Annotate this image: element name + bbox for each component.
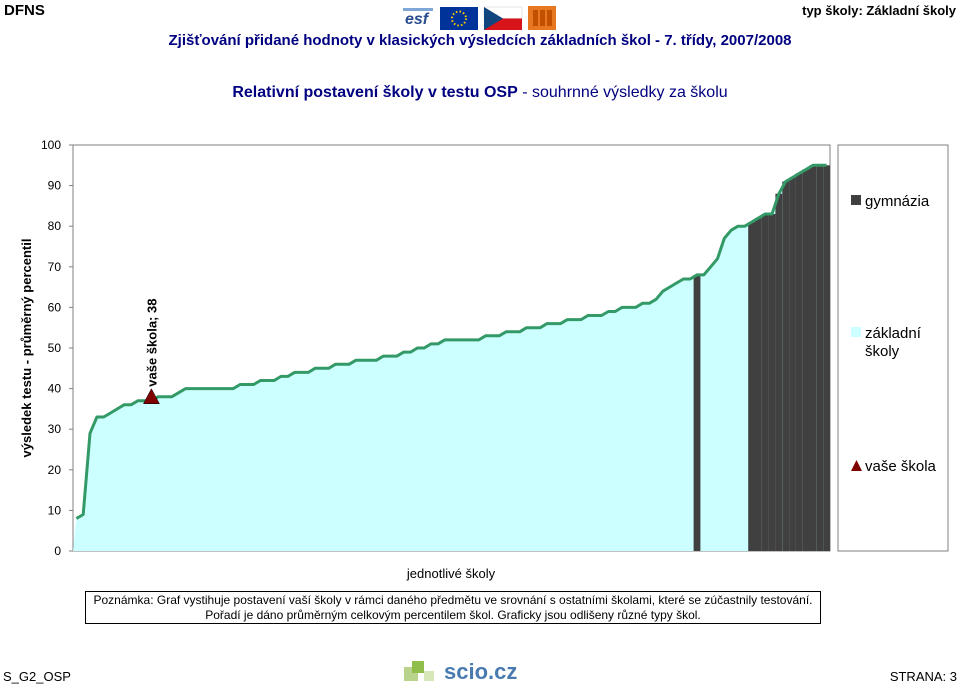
gymnazia-bar (775, 193, 783, 551)
chart-title-bold: Relativní postavení školy v testu OSP (232, 84, 518, 101)
gymnazia-bar (789, 177, 796, 551)
y-tick-label: 40 (48, 382, 62, 396)
y-tick-label: 20 (48, 463, 62, 477)
your-school-label: vaše škola; 38 (144, 299, 159, 387)
page-number: STRANA: 3 (889, 669, 957, 684)
school-type-label: typ školy: Základní školy (802, 3, 956, 18)
y-tick-label: 30 (48, 422, 62, 436)
legend-zakladni-swatch (851, 327, 861, 337)
sponsor-logos: esf (403, 6, 556, 30)
area-fill-zakladni-skoly (73, 165, 830, 552)
gymnazia-bar (816, 165, 824, 552)
page-header-title: Zjišťování přidané hodnoty v klasických … (168, 32, 792, 49)
legend-your-school-label: vaše škola (865, 458, 937, 475)
esf-logo: esf (403, 6, 433, 30)
y-tick-label: 60 (48, 300, 62, 314)
y-tick-label: 50 (48, 341, 62, 355)
gymnazia-bar (809, 165, 817, 552)
gymnazia-bar (761, 214, 769, 551)
y-tick-label: 0 (54, 544, 61, 558)
legend-zakladni-label: základní školy (865, 325, 922, 360)
y-tick-label: 70 (48, 260, 62, 274)
series-line (75, 163, 827, 520)
legend-your-school-marker (851, 460, 862, 471)
y-tick-label: 10 (48, 503, 62, 517)
legend-gymnazia-label: gymnázia (865, 193, 930, 210)
gymnazia-bar (693, 274, 701, 551)
gymnazia-bar (768, 214, 776, 551)
legend-box (837, 144, 949, 552)
y-tick-label: 90 (48, 179, 62, 193)
percentile-chart: 0 10 20 30 40 50 60 70 80 90 100 výsledek testu - p… (19, 138, 949, 581)
gymnazia-bar (823, 165, 831, 552)
y-axis-label: výsledek testu - průměrný percentil (19, 239, 34, 458)
your-school-marker (143, 388, 160, 404)
eu-flag (440, 7, 478, 30)
y-tick-label: 100 (41, 138, 61, 152)
gymnazia-bar (795, 173, 803, 551)
gymnazia-bar (748, 222, 756, 551)
scio-logo-text: scio.cz (444, 659, 517, 683)
svg-text:esf: esf (405, 11, 430, 28)
legend-gymnazia-swatch (851, 195, 861, 205)
chart-title: Relativní postavení školy v testu OSP - … (0, 84, 960, 102)
scio-logo: scio.cz (404, 659, 517, 683)
gymnazia-bar (782, 181, 790, 551)
x-axis-label: jednotlivé školy (406, 566, 496, 581)
y-tick-label: 80 (48, 219, 62, 233)
chart-title-rest: - souhrnné výsledky za školu (517, 84, 728, 101)
chart-note: Poznámka: Graf vystihuje postavení vaší … (85, 591, 821, 624)
prague-emblem (528, 6, 556, 30)
footer-code: S_G2_OSP (3, 669, 71, 684)
brand-label: DFNS (4, 2, 45, 19)
gymnazia-bar (755, 218, 762, 551)
gymnazia-bar (802, 169, 810, 551)
czech-flag (483, 6, 523, 30)
